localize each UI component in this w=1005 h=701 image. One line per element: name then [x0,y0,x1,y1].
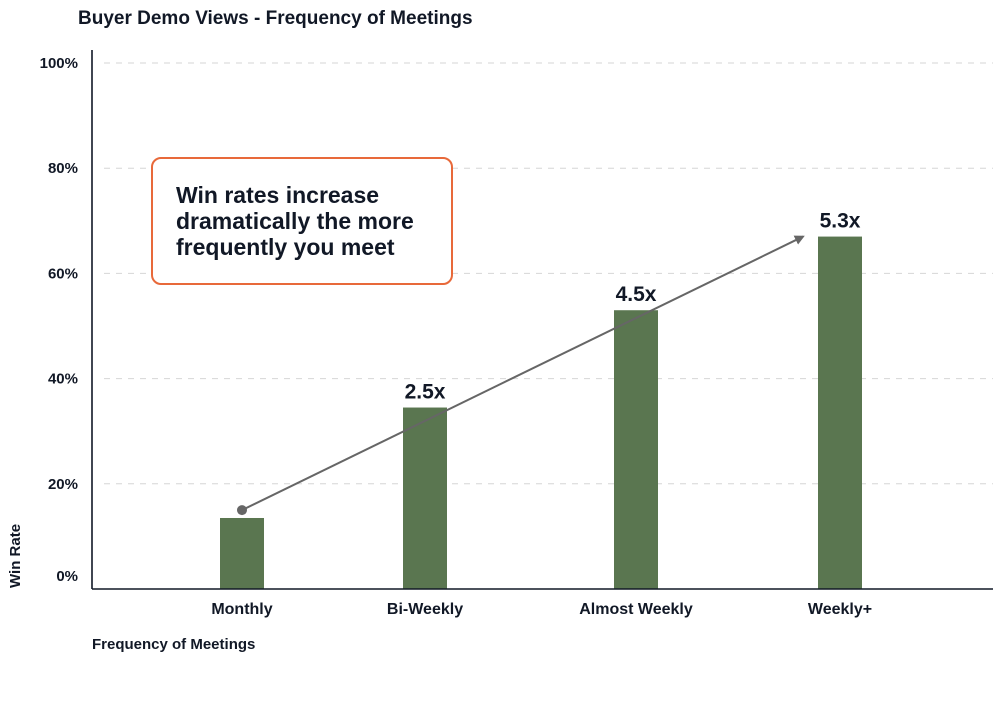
bar-bi-weekly [403,407,447,589]
annotation-line-1: Win rates increase [176,182,379,208]
y-tick-label: 80% [48,160,78,177]
x-axis-title: Frequency of Meetings [92,636,255,653]
x-tick-label: Almost Weekly [579,601,693,618]
y-tick-label: 60% [48,265,78,282]
trend-arrow-start-dot [237,505,247,516]
annotation-line-3: frequently you meet [176,234,395,260]
y-tick-label: 100% [40,55,78,72]
data-label: 5.3x [820,210,861,233]
bar-almost-weekly [614,310,658,589]
annotation-border [151,157,453,285]
bars [220,236,862,589]
y-tick-label: 0% [56,568,78,585]
data-label: 2.5x [405,381,446,404]
y-axis-title: Win Rate [7,524,24,588]
annotation-box: Win rates increase dramatically the more… [151,157,453,285]
data-labels: 2.5x 4.5x 5.3x [405,210,861,404]
x-tick-label: Monthly [211,601,272,618]
x-tick-label: Weekly+ [808,601,872,618]
bar-monthly [220,517,264,589]
y-tick-labels: 0% 20% 40% 60% 80% 100% [40,55,78,585]
chart-title: Buyer Demo Views - Frequency of Meetings [78,8,473,29]
data-label: 4.5x [616,283,657,306]
y-tick-label: 40% [48,371,78,388]
y-tick-label: 20% [48,476,78,493]
bar-weekly- [818,236,862,589]
x-tick-label: Bi-Weekly [387,601,463,618]
trend-arrow [241,235,805,511]
annotation-line-2: dramatically the more [176,208,414,234]
x-tick-labels: Monthly Bi-Weekly Almost Weekly Weekly+ [211,601,872,618]
